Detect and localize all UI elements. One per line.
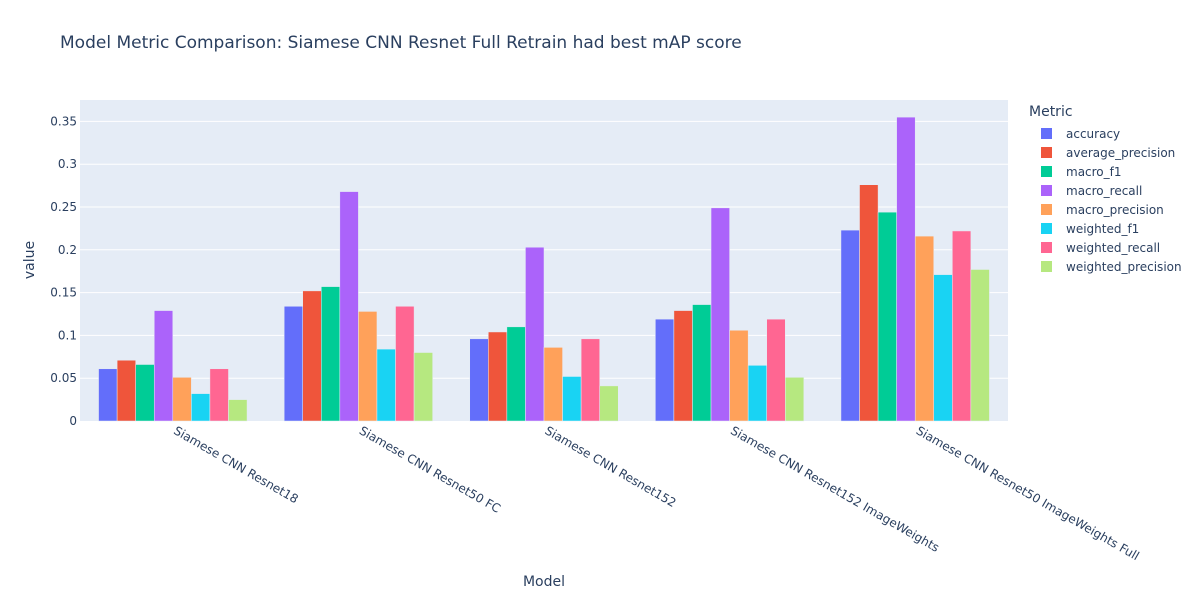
x-tick-label: Siamese CNN Resnet50 FC — [357, 423, 503, 515]
y-axis-label: value — [22, 240, 38, 280]
bar-average_precision[interactable] — [859, 184, 879, 422]
bar-macro_precision[interactable] — [172, 377, 192, 422]
bar-weighted_f1[interactable] — [562, 376, 582, 422]
bar-accuracy[interactable] — [469, 338, 489, 422]
bar-accuracy[interactable] — [655, 318, 675, 422]
bar-weighted_recall[interactable] — [209, 368, 229, 422]
legend-item-weighted_f1[interactable]: weighted_f1 — [1028, 219, 1182, 238]
bar-weighted_precision[interactable] — [413, 352, 433, 422]
legend-swatch — [1041, 204, 1052, 215]
bar-macro_recall[interactable] — [339, 191, 359, 422]
bar-accuracy[interactable] — [98, 368, 118, 422]
legend-swatch — [1041, 128, 1052, 139]
bar-weighted_f1[interactable] — [933, 274, 953, 422]
legend-item-average_precision[interactable]: average_precision — [1028, 143, 1182, 162]
bar-macro_precision[interactable] — [358, 311, 378, 422]
legend-item-weighted_recall[interactable]: weighted_recall — [1028, 238, 1182, 257]
legend-item-weighted_precision[interactable]: weighted_precision — [1028, 257, 1182, 276]
bar-weighted_precision[interactable] — [785, 377, 805, 422]
legend: Metric accuracy average_precision macro_f1… — [1028, 104, 1182, 276]
legend-item-macro_f1[interactable]: macro_f1 — [1028, 162, 1182, 181]
bar-average_precision[interactable] — [116, 359, 136, 422]
legend-swatch — [1041, 166, 1052, 177]
y-tick-label: 0 — [69, 414, 77, 428]
legend-title: Metric — [1029, 104, 1073, 120]
y-tick-label: 0.3 — [58, 157, 77, 171]
bar-macro_recall[interactable] — [710, 207, 730, 422]
y-tick-label: 0.35 — [50, 114, 77, 128]
legend-label: average_precision — [1066, 145, 1176, 160]
bar-weighted_precision[interactable] — [228, 399, 248, 422]
legend-item-accuracy[interactable]: accuracy — [1028, 124, 1182, 143]
bar-macro_recall[interactable] — [153, 310, 174, 422]
legend-item-macro_recall[interactable]: macro_recall — [1028, 181, 1182, 200]
bar-macro_f1[interactable] — [506, 326, 526, 422]
chart-title: Model Metric Comparison: Siamese CNN Res… — [60, 33, 742, 53]
bar-macro_recall[interactable] — [896, 116, 916, 422]
bar-weighted_f1[interactable] — [191, 393, 211, 422]
bars — [98, 116, 990, 422]
y-tick-label: 0.25 — [50, 200, 77, 214]
bar-weighted_precision[interactable] — [970, 269, 990, 422]
bar-macro_f1[interactable] — [692, 304, 712, 422]
legend-label: macro_precision — [1066, 202, 1164, 217]
y-tick-label: 0.2 — [58, 243, 77, 257]
bar-average_precision[interactable] — [673, 310, 693, 422]
x-axis-label: Model — [522, 574, 566, 590]
bar-macro_f1[interactable] — [321, 286, 341, 422]
legend-swatch — [1041, 261, 1052, 272]
bar-average_precision[interactable] — [488, 331, 508, 422]
bar-accuracy[interactable] — [283, 306, 303, 422]
bar-weighted_recall[interactable] — [766, 318, 786, 422]
bar-weighted_precision[interactable] — [599, 385, 619, 422]
bar-macro_f1[interactable] — [877, 211, 897, 422]
y-tick-label: 0.1 — [58, 328, 77, 342]
legend-label: weighted_precision — [1066, 259, 1182, 274]
x-tick-label: Siamese CNN Resnet152 ImageWeights — [728, 423, 942, 554]
bar-weighted_recall[interactable] — [395, 306, 415, 422]
bar-average_precision[interactable] — [302, 290, 322, 422]
legend-label: weighted_recall — [1066, 240, 1161, 255]
legend-swatch — [1041, 242, 1052, 253]
bar-macro_precision[interactable] — [543, 347, 563, 422]
legend-item-macro_precision[interactable]: macro_precision — [1028, 200, 1182, 219]
legend-label: accuracy — [1066, 126, 1121, 141]
x-tick-labels: Siamese CNN Resnet18 Siamese CNN Resnet50… — [171, 423, 1141, 563]
bar-weighted_f1[interactable] — [376, 348, 396, 422]
bar-macro_precision[interactable] — [914, 235, 935, 422]
x-tick-label: Siamese CNN Resnet50 ImageWeights Full — [914, 423, 1142, 563]
bar-weighted_recall[interactable] — [952, 230, 972, 422]
x-tick-label: Siamese CNN Resnet18 — [171, 423, 300, 506]
legend-swatch — [1041, 223, 1052, 234]
legend-label: macro_recall — [1066, 183, 1143, 198]
legend-label: weighted_f1 — [1066, 221, 1140, 236]
y-tick-label: 0.05 — [50, 371, 77, 385]
legend-swatch — [1041, 147, 1052, 158]
bar-accuracy[interactable] — [840, 229, 860, 422]
bar-macro_recall[interactable] — [525, 246, 545, 422]
bar-macro_precision[interactable] — [729, 330, 749, 422]
x-tick-label: Siamese CNN Resnet152 — [543, 423, 679, 510]
y-tick-labels: 0 0.05 0.1 0.15 0.2 0.25 0.3 0.35 — [50, 114, 77, 428]
bar-weighted_recall[interactable] — [580, 338, 600, 422]
bar-macro_f1[interactable] — [135, 364, 155, 422]
y-tick-label: 0.15 — [50, 286, 77, 300]
legend-label: macro_f1 — [1066, 164, 1122, 179]
bar-weighted_f1[interactable] — [747, 365, 767, 422]
legend-swatch — [1041, 185, 1052, 196]
